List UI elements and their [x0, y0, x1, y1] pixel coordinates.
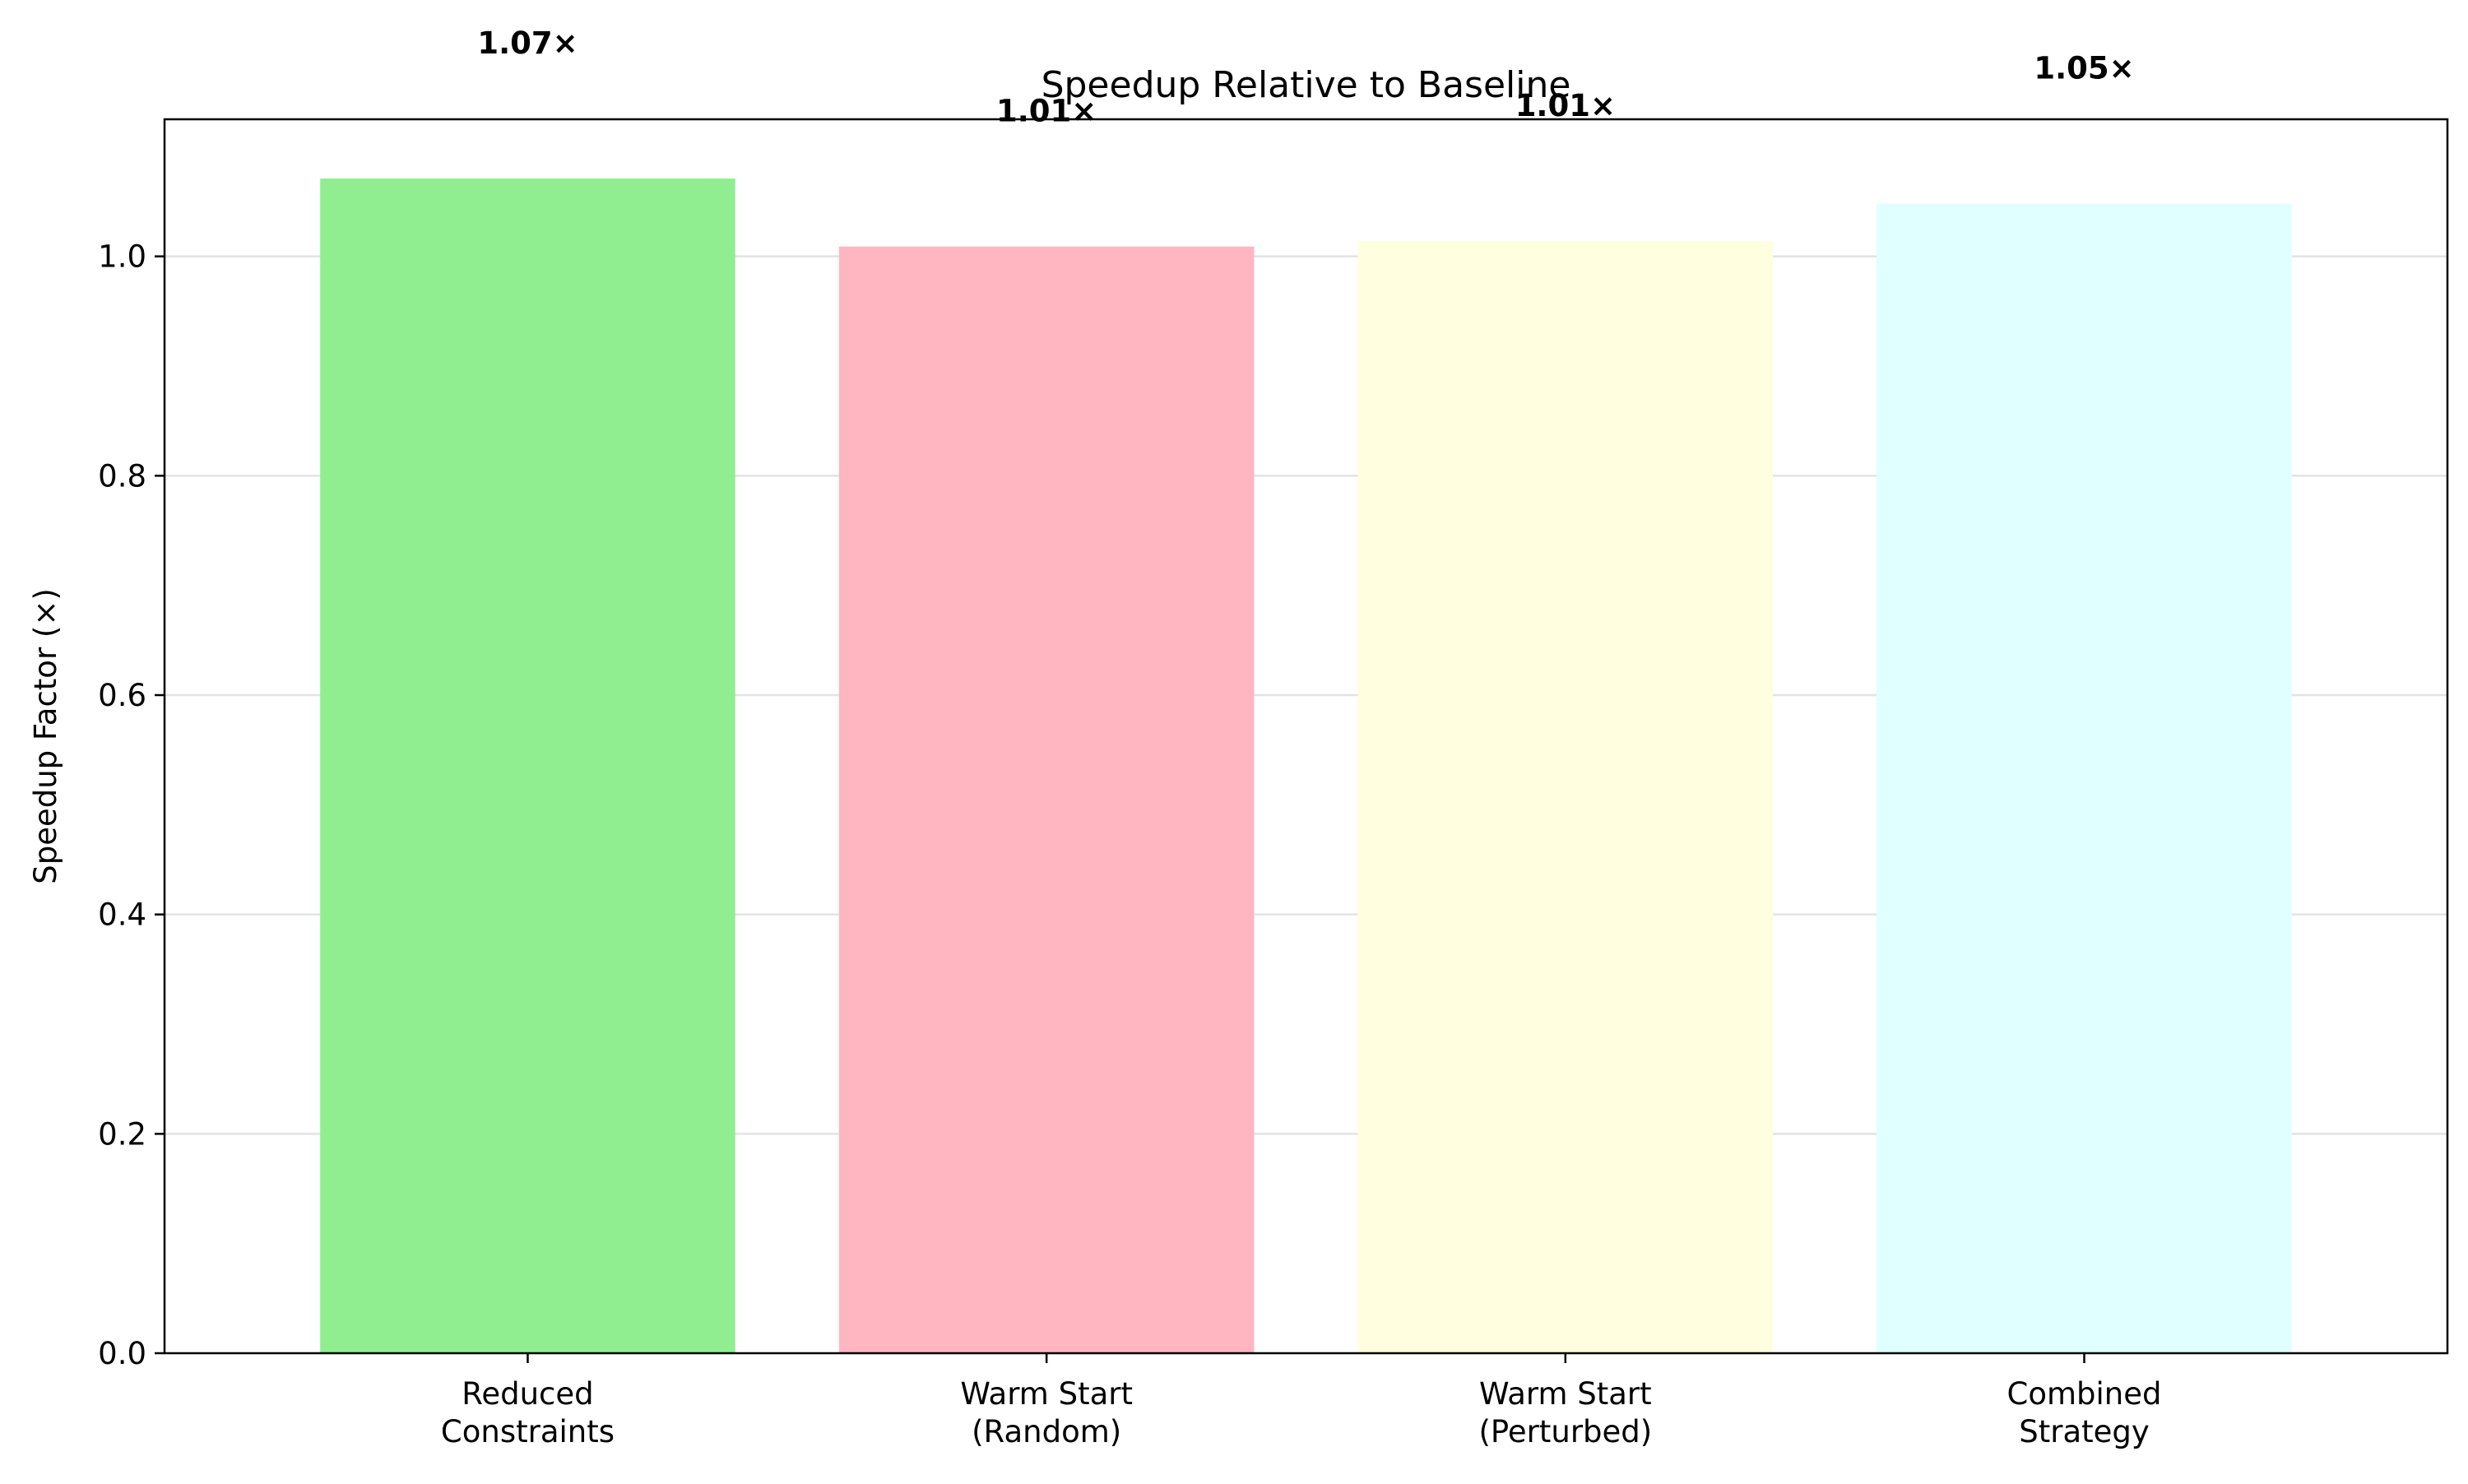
y-axis-ticks: 0.0 0.2 0.4 0.6 0.8 1.0 [98, 239, 165, 1371]
bar [838, 246, 1255, 1354]
data-labels-layer: 1.07× 1.01× 1.01× 1.05× [477, 26, 2134, 129]
y-tick-label: 0.0 [98, 1336, 146, 1371]
plot-frame [163, 118, 2449, 1355]
x-tick-label: Combined [2007, 1376, 2162, 1412]
bar-value-label: 1.07× [477, 26, 578, 61]
chart-title: Speedup Relative to Baseline [1041, 64, 1571, 106]
bar [1357, 241, 1774, 1353]
x-tick-label: Reduced [462, 1376, 593, 1412]
y-tick-label: 0.8 [98, 458, 146, 494]
x-tick-label: (Random) [972, 1414, 1121, 1449]
bars-layer [320, 179, 2292, 1354]
y-tick-label: 0.2 [98, 1116, 146, 1152]
y-axis-label: Speedup Factor (×) [28, 588, 63, 884]
bar [1877, 203, 2292, 1354]
bar-value-label: 1.01× [996, 94, 1097, 129]
bar-value-label: 1.05× [2034, 51, 2134, 86]
x-tick-label: Strategy [2019, 1414, 2150, 1449]
x-tick-label: Warm Start [1479, 1376, 1652, 1412]
bar [320, 179, 735, 1353]
y-tick-label: 0.6 [98, 678, 146, 713]
x-tick-label: (Perturbed) [1478, 1414, 1652, 1449]
x-tick-label: Constraints [441, 1414, 615, 1449]
x-tick-label: Warm Start [960, 1376, 1133, 1412]
bar-value-label: 1.01× [1515, 88, 1616, 123]
y-tick-label: 0.4 [98, 897, 146, 933]
y-tick-label: 1.0 [98, 239, 146, 275]
